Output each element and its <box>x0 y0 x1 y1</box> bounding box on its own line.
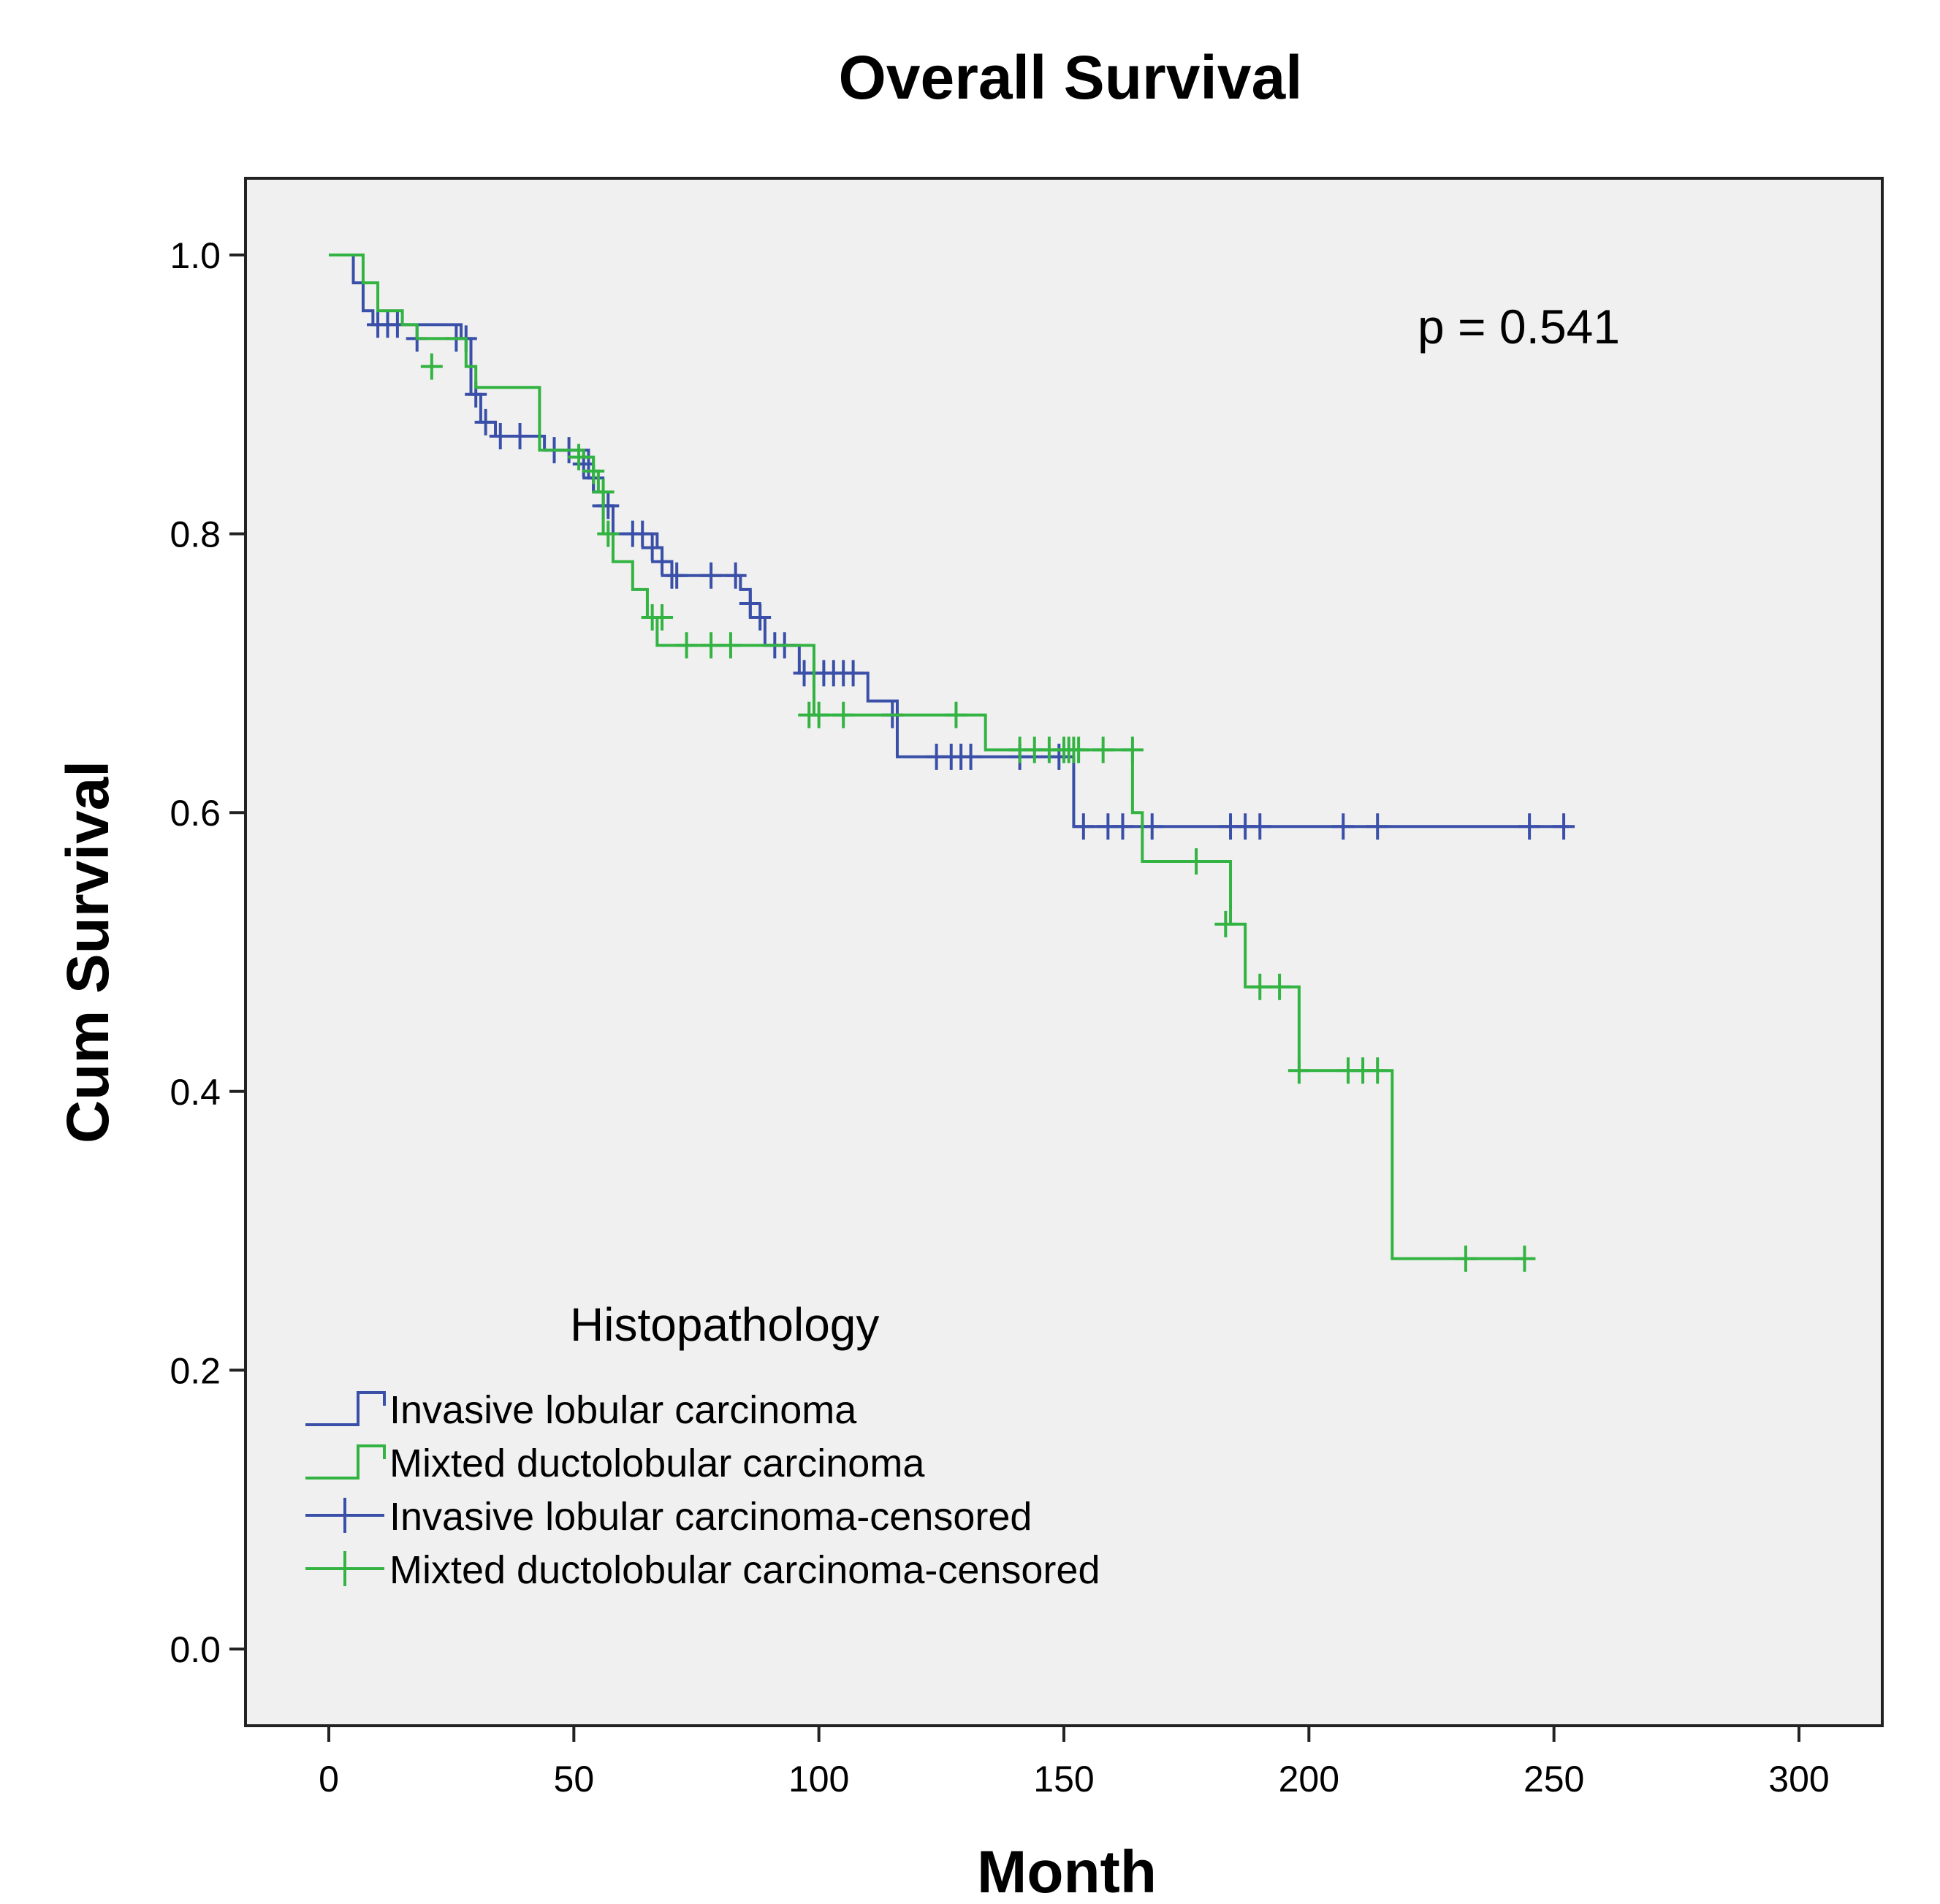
legend-label: Invasive lobular carcinoma <box>389 1388 857 1432</box>
survival-step-line <box>329 253 1525 1260</box>
legend-label: Invasive lobular carcinoma-censored <box>389 1495 1032 1539</box>
censor-mark <box>739 590 761 617</box>
censor-mark <box>1287 1057 1310 1084</box>
legend-item: Invasive lobular carcinoma <box>305 1388 857 1432</box>
censor-mark <box>1513 1245 1536 1272</box>
p-value-annotation: p = 0.541 <box>1418 300 1620 354</box>
y-axis: 0.0 0.2 0.4 0.6 0.8 1.0 <box>170 235 246 1670</box>
censor-mark <box>945 701 967 728</box>
censor-mark <box>1214 910 1237 937</box>
legend-entries: Invasive lobular carcinoma Mixted ductolo… <box>305 1388 1100 1592</box>
legend-label: Mixted ductolobular carcinoma-censored <box>389 1548 1100 1592</box>
y-tick-label: 0.2 <box>170 1350 221 1391</box>
legend-title: Histopathology <box>570 1298 879 1351</box>
x-axis-title: Month <box>977 1839 1157 1904</box>
censor-mark <box>489 423 511 449</box>
legend-censor-swatch <box>305 1551 384 1586</box>
legend-item: Mixted ductolobular carcinoma <box>305 1442 925 1485</box>
censor-mark <box>724 562 747 589</box>
chart-title: Overall Survival <box>838 43 1302 112</box>
censor-mark <box>675 632 698 659</box>
censor-mark <box>959 743 982 770</box>
y-tick-label: 1.0 <box>170 235 221 276</box>
x-tick-label: 0 <box>319 1759 339 1800</box>
censor-mark <box>1092 736 1114 763</box>
censor-mark <box>666 562 688 589</box>
censor-mark <box>597 520 620 547</box>
censor-mark <box>509 423 531 449</box>
y-tick-label: 0.4 <box>170 1072 221 1113</box>
censor-mark <box>1072 813 1095 840</box>
censor-mark <box>749 604 772 631</box>
x-tick-label: 300 <box>1768 1759 1829 1800</box>
censor-mark <box>700 632 723 659</box>
censor-mark <box>420 353 443 380</box>
censor-mark <box>568 443 590 471</box>
legend: Histopathology Invasive lobular carcinom… <box>305 1298 1100 1592</box>
censor-mark <box>582 457 605 484</box>
censor-mark <box>1068 736 1090 763</box>
x-tick-label: 250 <box>1524 1759 1584 1800</box>
legend-step-swatch <box>305 1391 386 1426</box>
censor-mark <box>592 479 615 506</box>
censor-mark <box>1141 813 1163 840</box>
x-tick-label: 150 <box>1033 1759 1094 1800</box>
censor-mark <box>641 534 663 561</box>
censor-mark <box>1111 813 1134 840</box>
y-axis-title: Cum Survival <box>55 761 121 1143</box>
y-tick-label: 0.6 <box>170 793 221 834</box>
censor-mark <box>719 632 742 659</box>
censor-mark <box>832 701 855 728</box>
censor-mark <box>1553 813 1575 840</box>
censor-mark <box>1268 973 1291 1000</box>
x-tick-label: 100 <box>788 1759 849 1800</box>
y-tick-label: 0.8 <box>170 514 221 555</box>
legend-label: Mixted ductolobular carcinoma <box>389 1442 925 1485</box>
x-axis: 0 50 100 150 200 250 300 <box>319 1726 1830 1800</box>
censor-mark <box>1121 736 1144 763</box>
censor-mark <box>651 548 674 575</box>
legend-item: Mixted ductolobular carcinoma-censored <box>305 1548 1100 1592</box>
legend-item: Invasive lobular carcinoma-censored <box>305 1495 1032 1539</box>
x-tick-label: 50 <box>554 1759 595 1800</box>
legend-step-swatch <box>305 1444 386 1480</box>
censor-mark <box>1366 813 1389 840</box>
plot-area <box>244 177 1884 1727</box>
censor-mark <box>474 408 497 435</box>
censor-mark <box>842 660 864 687</box>
censor-mark <box>700 562 723 589</box>
censor-mark <box>651 604 674 631</box>
censor-mark <box>1332 813 1355 840</box>
censor-mark <box>1366 1057 1389 1084</box>
censor-mark <box>1454 1245 1477 1272</box>
censor-mark <box>1185 848 1208 875</box>
censor-mark <box>1518 813 1541 840</box>
censor-mark <box>1249 813 1271 840</box>
legend-censor-swatch <box>305 1498 384 1533</box>
censor-mark <box>1249 973 1271 1000</box>
censor-mark <box>631 520 654 547</box>
censor-mark <box>807 701 830 728</box>
censor-mark <box>597 492 620 519</box>
censor-mark <box>1048 743 1070 770</box>
y-tick-label: 0.0 <box>170 1629 221 1670</box>
x-tick-label: 200 <box>1279 1759 1339 1800</box>
series-layer <box>329 253 1575 1272</box>
series-mixted-ductolobular-carcinoma <box>329 253 1536 1272</box>
